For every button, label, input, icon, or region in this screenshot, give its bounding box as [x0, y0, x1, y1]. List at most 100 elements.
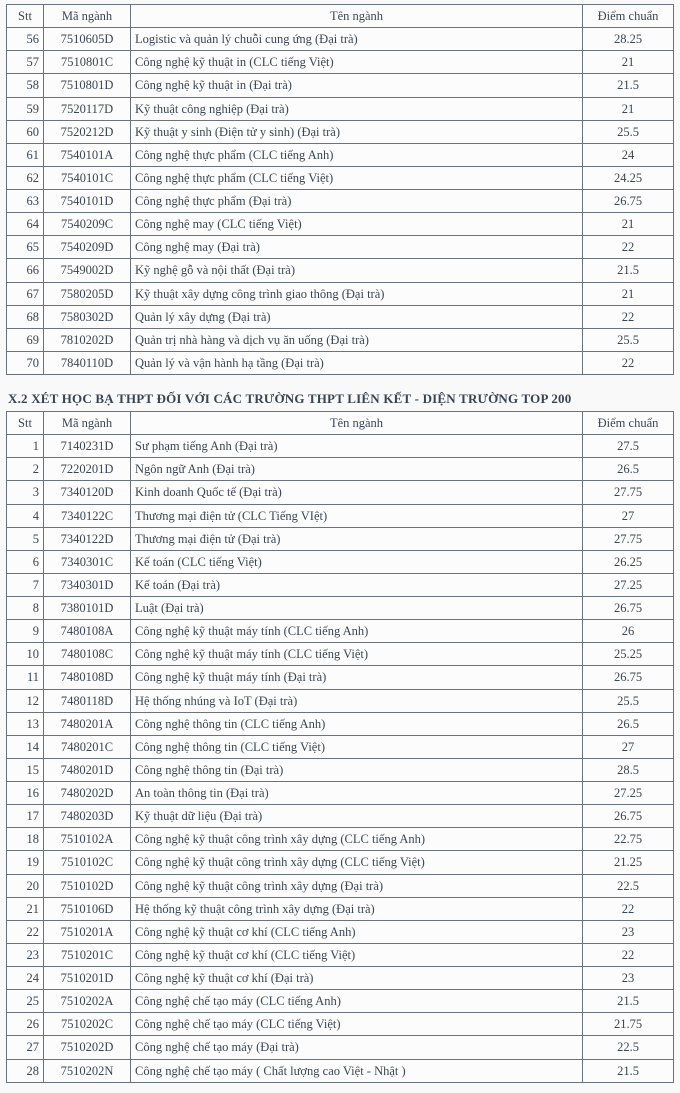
cell-score: 26.75 [583, 805, 674, 828]
cell-stt: 67 [7, 282, 44, 305]
cell-stt: 2 [7, 458, 44, 481]
cell-score: 27.75 [583, 527, 674, 550]
cell-stt: 4 [7, 504, 44, 527]
cell-code: 7340122D [44, 527, 131, 550]
table-row: 667549002DKỹ nghệ gỗ và nội thất (Đại tr… [7, 259, 674, 282]
table-row: 57340122DThương mại điện tử (Đại trà)27.… [7, 527, 674, 550]
cell-name: Kinh doanh Quốc tế (Đại trà) [131, 481, 583, 504]
cell-code: 7510102C [44, 851, 131, 874]
cell-score: 28.25 [583, 28, 674, 51]
cell-score: 22.75 [583, 828, 674, 851]
cell-name: Công nghệ kỹ thuật cơ khí (CLC tiếng Việ… [131, 943, 583, 966]
table-row: 97480108ACông nghệ kỹ thuật máy tính (CL… [7, 620, 674, 643]
cell-code: 7480108D [44, 666, 131, 689]
cell-stt: 6 [7, 550, 44, 573]
cell-score: 27.5 [583, 435, 674, 458]
cell-name: Công nghệ kỹ thuật cơ khí (CLC tiếng Anh… [131, 920, 583, 943]
cell-name: Công nghệ kỹ thuật công trình xây dựng (… [131, 851, 583, 874]
cell-name: Công nghệ may (Đại trà) [131, 236, 583, 259]
cell-name: Hệ thống nhúng và IoT (Đại trà) [131, 689, 583, 712]
cell-name: Kế toán (Đại trà) [131, 573, 583, 596]
table-row: 637540101DCông nghệ thực phẩm (Đại trà)2… [7, 190, 674, 213]
cell-name: Thương mại điện tử (CLC Tiếng VIệt) [131, 504, 583, 527]
cell-score: 26.75 [583, 190, 674, 213]
cell-score: 22 [583, 236, 674, 259]
cell-stt: 28 [7, 1059, 44, 1082]
cell-name: Công nghệ thực phẩm (CLC tiếng Anh) [131, 143, 583, 166]
table-row: 697810202DQuản trị nhà hàng và dịch vụ ă… [7, 328, 674, 351]
cell-code: 7510605D [44, 28, 131, 51]
cell-name: Sư phạm tiếng Anh (Đại trà) [131, 435, 583, 458]
cell-code: 7540101D [44, 190, 131, 213]
cell-score: 25.5 [583, 328, 674, 351]
table-row: 27220201DNgôn ngữ Anh (Đại trà)26.5 [7, 458, 674, 481]
table-row: 597520117DKỹ thuật công nghiệp (Đại trà)… [7, 97, 674, 120]
table-row: 627540101CCông nghệ thực phẩm (CLC tiếng… [7, 166, 674, 189]
cell-score: 26 [583, 620, 674, 643]
cell-score: 21.25 [583, 851, 674, 874]
cell-code: 7510801C [44, 51, 131, 74]
cell-code: 7540101A [44, 143, 131, 166]
cell-name: Công nghệ kỹ thuật in (Đại trà) [131, 74, 583, 97]
cell-code: 7480203D [44, 805, 131, 828]
table-row: 37340120DKinh doanh Quốc tế (Đại trà)27.… [7, 481, 674, 504]
table-row: 687580302DQuản lý xây dựng (Đại trà)22 [7, 305, 674, 328]
cell-stt: 14 [7, 735, 44, 758]
cell-name: Công nghệ chế tạo máy (Đại trà) [131, 1036, 583, 1059]
cell-stt: 70 [7, 351, 44, 374]
table2-head: Stt Mã ngành Tên ngành Điểm chuẩn [7, 412, 674, 435]
cell-stt: 69 [7, 328, 44, 351]
cell-stt: 25 [7, 990, 44, 1013]
table-row: 617540101ACông nghệ thực phẩm (CLC tiếng… [7, 143, 674, 166]
table-row: 277510202DCông nghệ chế tạo máy (Đại trà… [7, 1036, 674, 1059]
cell-stt: 13 [7, 712, 44, 735]
table-row: 577510801CCông nghệ kỹ thuật in (CLC tiế… [7, 51, 674, 74]
cell-stt: 57 [7, 51, 44, 74]
cell-code: 7520212D [44, 120, 131, 143]
cell-code: 7510202A [44, 990, 131, 1013]
cell-stt: 60 [7, 120, 44, 143]
table-row: 127480118DHệ thống nhúng và IoT (Đại trà… [7, 689, 674, 712]
table1-body: 567510605DLogistic và quản lý chuỗi cung… [7, 28, 674, 375]
table2-body: 17140231DSư phạm tiếng Anh (Đại trà)27.5… [7, 435, 674, 1083]
cell-code: 7540209C [44, 213, 131, 236]
cell-code: 7510201D [44, 967, 131, 990]
table-row: 567510605DLogistic và quản lý chuỗi cung… [7, 28, 674, 51]
table-row: 677580205DKỹ thuật xây dựng công trình g… [7, 282, 674, 305]
cell-code: 7340122C [44, 504, 131, 527]
cell-name: Kỹ thuật dữ liệu (Đại trà) [131, 805, 583, 828]
cell-stt: 68 [7, 305, 44, 328]
table-row: 17140231DSư phạm tiếng Anh (Đại trà)27.5 [7, 435, 674, 458]
col-header-code: Mã ngành [44, 412, 131, 435]
cell-name: Logistic và quản lý chuỗi cung ứng (Đại … [131, 28, 583, 51]
cell-code: 7480201A [44, 712, 131, 735]
cell-stt: 26 [7, 1013, 44, 1036]
cell-code: 7340120D [44, 481, 131, 504]
cell-score: 27 [583, 504, 674, 527]
cell-name: An toàn thông tin (Đại trà) [131, 782, 583, 805]
cell-stt: 58 [7, 74, 44, 97]
cell-score: 21 [583, 51, 674, 74]
table-row: 77340301DKế toán (Đại trà)27.25 [7, 573, 674, 596]
cell-stt: 56 [7, 28, 44, 51]
cell-name: Luật (Đại trà) [131, 597, 583, 620]
table-row: 247510201DCông nghệ kỹ thuật cơ khí (Đại… [7, 967, 674, 990]
cell-stt: 23 [7, 943, 44, 966]
cell-stt: 21 [7, 897, 44, 920]
cell-score: 26.75 [583, 666, 674, 689]
cell-name: Công nghệ thông tin (CLC tiếng Việt) [131, 735, 583, 758]
cell-score: 21.5 [583, 259, 674, 282]
cell-name: Kỹ thuật y sinh (Điện tử y sinh) (Đại tr… [131, 120, 583, 143]
cell-stt: 59 [7, 97, 44, 120]
cell-score: 21.5 [583, 74, 674, 97]
cell-stt: 61 [7, 143, 44, 166]
cell-score: 28.5 [583, 758, 674, 781]
cell-name: Công nghệ chế tạo máy (CLC tiếng Việt) [131, 1013, 583, 1036]
cell-stt: 24 [7, 967, 44, 990]
cell-name: Công nghệ thực phẩm (CLC tiếng Việt) [131, 166, 583, 189]
cell-name: Kỹ thuật công nghiệp (Đại trà) [131, 97, 583, 120]
cell-name: Công nghệ kỹ thuật công trình xây dựng (… [131, 828, 583, 851]
cell-name: Công nghệ thực phẩm (Đại trà) [131, 190, 583, 213]
col-header-name: Tên ngành [131, 5, 583, 28]
table-row: 107480108CCông nghệ kỹ thuật máy tính (C… [7, 643, 674, 666]
